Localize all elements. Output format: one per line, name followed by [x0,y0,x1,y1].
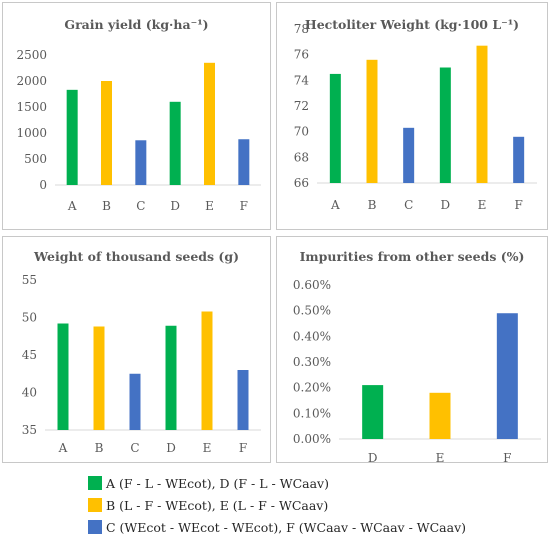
x-tick-label: F [240,199,248,213]
legend-item-green: A (F - L - WEcot), D (F - L - WCaav) [88,472,548,494]
y-tick-label: 70 [294,125,309,139]
bar-a [57,323,69,430]
bar-d [362,385,384,439]
x-tick-label: A [330,198,340,212]
x-tick-label: D [368,451,378,462]
y-tick-label: 0.00% [293,432,331,446]
chart-panel-grain-yield: Grain yield (kg·ha⁻¹) 0 500 1000 1500 2000 250… [2,2,271,230]
bar-d [439,67,451,183]
legend-label-blue: C (WEcot - WEcot - WEcot), F (WCaav - WC… [106,519,467,535]
chart-svg: Weight of thousand seeds (g) 35 40 45 50 55 A B… [22,249,261,455]
x-tick-label: E [436,451,445,462]
x-tick-label: D [441,198,451,212]
chart-title: Hectoliter Weight (kg·100 L⁻¹) [305,17,519,32]
bar-c [129,373,141,430]
bar-a [66,89,78,185]
chart-title: Grain yield (kg·ha⁻¹) [64,17,208,32]
x-tick-label: D [170,199,180,213]
chart-svg: Impurities from other seeds (%) 0.00% 0.10… [293,249,541,462]
y-tick-label: 2500 [16,48,47,62]
y-tick-label: 45 [22,348,37,362]
legend: A (F - L - WEcot), D (F - L - WCaav) B (… [88,472,548,538]
y-tick-label: 0.40% [293,329,331,343]
y-tick-label: 2000 [16,74,47,88]
bar-f [237,370,249,430]
legend-label-green: A (F - L - WEcot), D (F - L - WCaav) [106,475,329,491]
y-tick-label: 68 [294,150,309,164]
legend-swatch-green [88,476,102,490]
x-tick-label: B [368,198,377,212]
legend-item-yellow: B (L - F - WEcot), E (L - F - WCaav) [88,494,548,516]
chart-svg: Grain yield (kg·ha⁻¹) 0 500 1000 1500 2000 250… [16,17,261,213]
y-tick-label: 35 [22,423,37,437]
y-tick-label: 66 [294,176,309,190]
x-tick-label: C [404,198,413,212]
legend-item-blue: C (WEcot - WEcot - WEcot), F (WCaav - WC… [88,516,548,538]
y-tick-label: 0.30% [293,355,331,369]
bar-d [165,325,177,430]
y-tick-label: 0 [39,178,47,192]
y-tick-label: 0.10% [293,406,331,420]
x-tick-label: A [58,441,68,455]
y-tick-label: 0.20% [293,381,331,395]
y-tick-label: 74 [294,73,310,87]
x-tick-label: F [503,451,511,462]
bar-f [496,313,518,439]
y-tick-label: 1000 [16,126,47,140]
y-tick-label: 0.60% [293,278,331,292]
x-tick-label: F [239,441,247,455]
bar-b [366,59,378,183]
y-tick-label: 40 [22,386,37,400]
y-tick-label: 500 [24,152,47,166]
bar-e [204,62,215,185]
bar-f [238,139,250,185]
chart-svg: Hectoliter Weight (kg·100 L⁻¹) 66 68 70 72 74… [294,17,537,212]
x-tick-label: E [478,198,487,212]
y-tick-label: 50 [22,311,37,325]
legend-label-yellow: B (L - F - WEcot), E (L - F - WCaav) [106,497,329,513]
bar-d [169,101,181,185]
x-tick-label: E [205,199,214,213]
x-tick-label: B [95,441,104,455]
bar-b [101,81,112,185]
x-tick-label: D [166,441,176,455]
y-tick-label: 72 [294,99,309,113]
legend-swatch-blue [88,520,102,534]
bar-f [513,136,525,183]
y-tick-label: 0.50% [293,304,331,318]
legend-swatch-yellow [88,498,102,512]
chart-panel-impurities: Impurities from other seeds (%) 0.00% 0.10… [276,236,548,463]
x-tick-label: F [515,198,523,212]
x-tick-label: A [67,199,77,213]
chart-panel-hectoliter-weight: Hectoliter Weight (kg·100 L⁻¹) 66 68 70 72 74… [276,2,548,230]
chart-title: Impurities from other seeds (%) [300,249,525,264]
y-tick-label: 1500 [16,100,47,114]
x-tick-label: B [102,199,111,213]
chart-panel-thousand-seeds: Weight of thousand seeds (g) 35 40 45 50 55 A B… [2,236,271,463]
bar-c [135,140,147,185]
x-tick-label: E [203,441,212,455]
bar-e [476,45,488,183]
chart-title: Weight of thousand seeds (g) [33,249,239,264]
bar-a [329,73,341,183]
bar-b [93,326,105,430]
y-tick-label: 55 [22,273,37,287]
x-tick-label: C [136,199,145,213]
x-tick-label: C [130,441,139,455]
bar-e [201,311,213,430]
y-tick-label: 78 [294,22,309,36]
bar-e [429,392,451,439]
bar-c [403,127,415,183]
y-tick-label: 76 [294,48,309,62]
